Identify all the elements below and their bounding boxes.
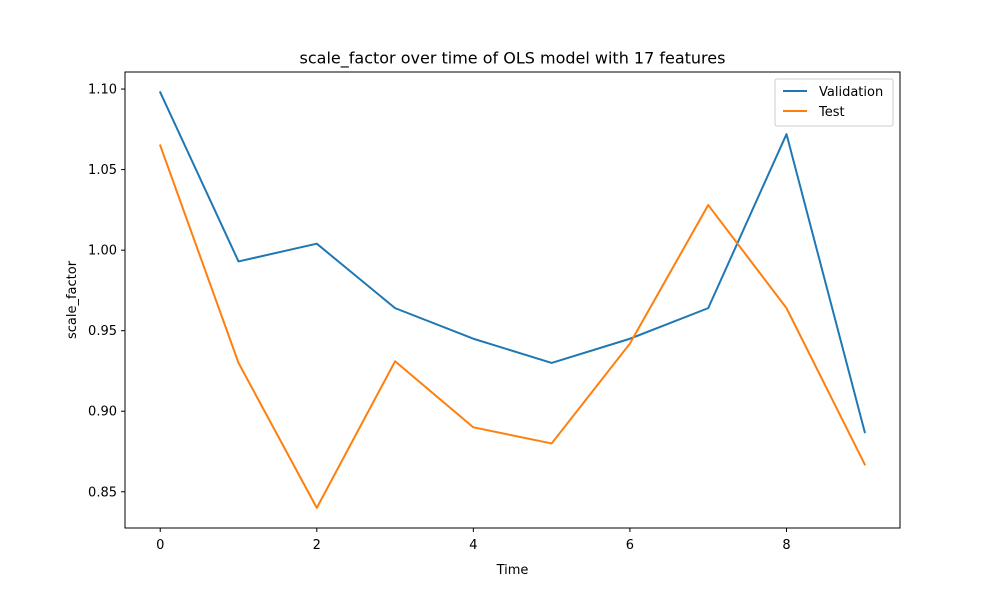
legend: Validation Test <box>774 78 894 127</box>
y-tick-label: 1.00 <box>88 244 117 259</box>
x-tick-label: 4 <box>469 538 477 553</box>
y-tick-label: 0.85 <box>88 485 117 500</box>
series-layer <box>158 90 867 509</box>
x-axis: 0 2 4 6 8 <box>156 528 791 553</box>
x-tick-label: 8 <box>782 538 790 553</box>
x-tick-label: 0 <box>156 538 164 553</box>
legend-label-validation: Validation <box>819 85 883 100</box>
y-tick-label: 0.90 <box>88 405 117 420</box>
y-tick-label: 0.95 <box>88 324 117 339</box>
series-line-test <box>158 144 867 509</box>
x-tick-label: 6 <box>626 538 634 553</box>
plot-area-frame <box>124 71 901 529</box>
y-axis-label: scale_factor <box>65 260 80 339</box>
chart-title: scale_factor over time of OLS model with… <box>300 49 726 69</box>
x-axis-label: Time <box>496 563 529 578</box>
x-tick-label: 2 <box>313 538 321 553</box>
y-tick-label: 1.05 <box>88 163 117 178</box>
series-line-validation <box>158 90 866 434</box>
legend-label-test: Test <box>818 105 845 120</box>
y-tick-label: 1.10 <box>88 83 117 98</box>
y-axis: 0.85 0.90 0.95 1.00 1.05 1.10 <box>88 83 125 500</box>
